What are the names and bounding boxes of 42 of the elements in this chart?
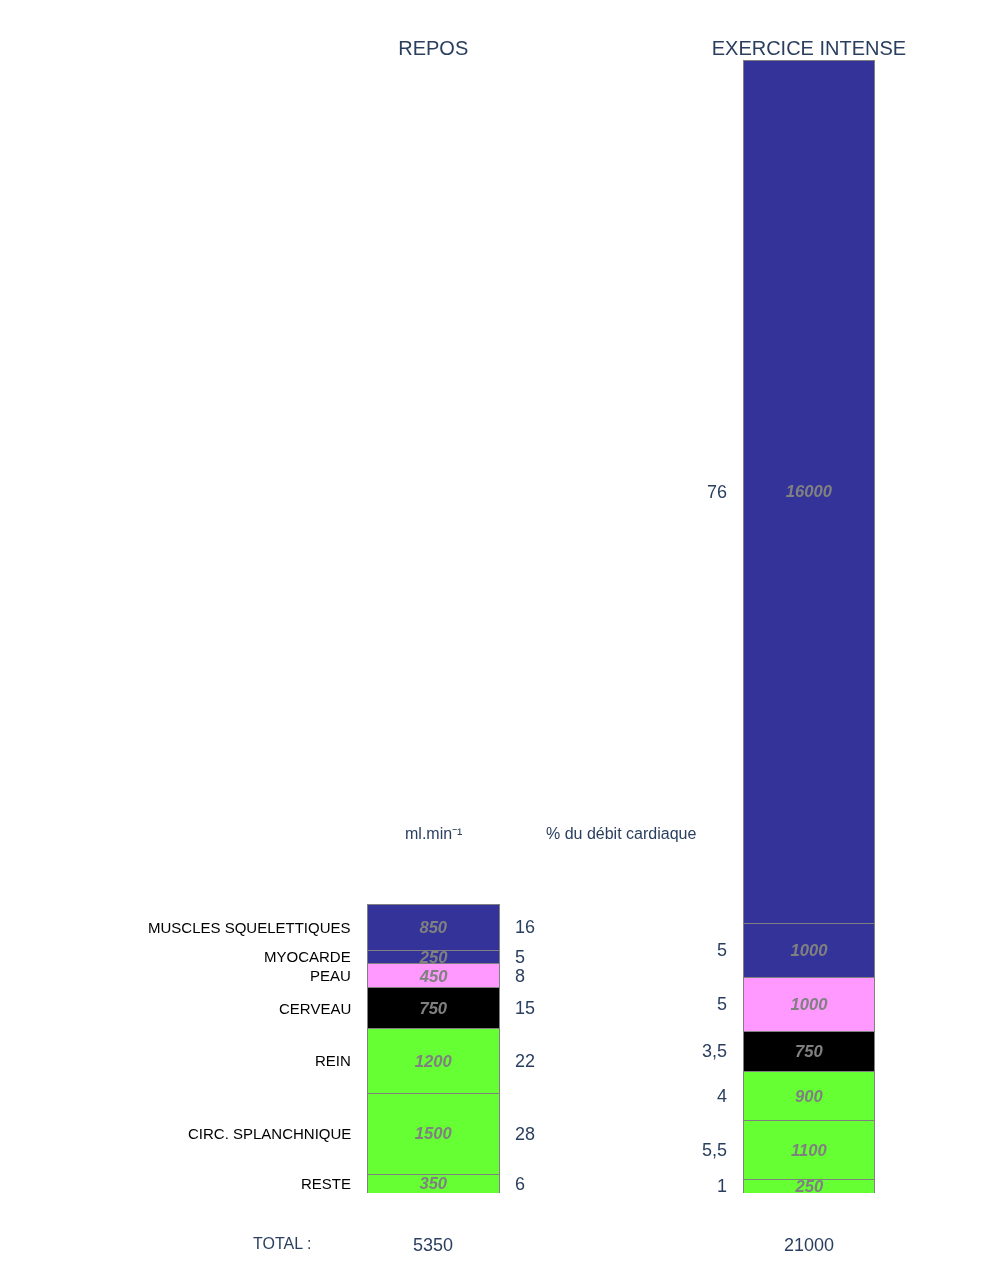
data-label: 250 xyxy=(794,1177,824,1197)
series-label: REIN xyxy=(315,1052,351,1069)
annotation: 16 xyxy=(515,917,536,937)
total-label: 21000 xyxy=(784,1235,835,1255)
series-label: CIRC. SPLANCHNIQUE xyxy=(188,1125,352,1142)
text: TOTAL : xyxy=(253,1235,312,1252)
annotation: 5 xyxy=(515,947,526,967)
data-label: 750 xyxy=(795,1042,824,1062)
data-label: 1100 xyxy=(791,1140,828,1160)
annotation: 15 xyxy=(515,998,536,1018)
data-label: 900 xyxy=(795,1086,824,1106)
series-label: PEAU xyxy=(310,967,351,984)
annotation: 5,5 xyxy=(702,1140,728,1160)
annotation: 5 xyxy=(717,994,728,1014)
total-label: 5350 xyxy=(413,1235,454,1255)
series-label: CERVEAU xyxy=(279,1000,352,1017)
annotation: 28 xyxy=(515,1124,536,1144)
data-label: 1200 xyxy=(414,1051,453,1071)
annotation: 6 xyxy=(515,1174,526,1194)
data-label: 250 xyxy=(418,947,449,967)
series-label: RESTE xyxy=(301,1175,352,1192)
data-label: 750 xyxy=(419,999,448,1019)
annotation: 4 xyxy=(717,1086,728,1106)
annotation: 8 xyxy=(515,966,526,986)
data-label: 350 xyxy=(419,1174,448,1194)
data-label: 850 xyxy=(419,918,448,938)
annotation: ml.min⁻¹ xyxy=(405,825,463,842)
data-label: 1500 xyxy=(414,1124,453,1144)
annotation: 5 xyxy=(717,940,728,960)
data-label: 450 xyxy=(418,966,449,986)
annotation: 22 xyxy=(515,1051,536,1071)
data-label: 16000 xyxy=(785,482,833,502)
data-label: 1000 xyxy=(790,941,829,961)
series-label: MYOCARDE xyxy=(264,948,351,965)
annotation: 76 xyxy=(707,482,728,502)
x-tick-label: EXERCICE INTENSE xyxy=(711,37,907,59)
annotation: % du débit cardiaque xyxy=(546,825,697,842)
annotation: 1 xyxy=(717,1176,728,1196)
series-label: MUSCLES SQUELETTIQUES xyxy=(148,919,351,936)
data-label: 1000 xyxy=(790,994,829,1014)
x-tick-label: REPOS xyxy=(398,37,469,59)
annotation: 3,5 xyxy=(702,1041,728,1061)
